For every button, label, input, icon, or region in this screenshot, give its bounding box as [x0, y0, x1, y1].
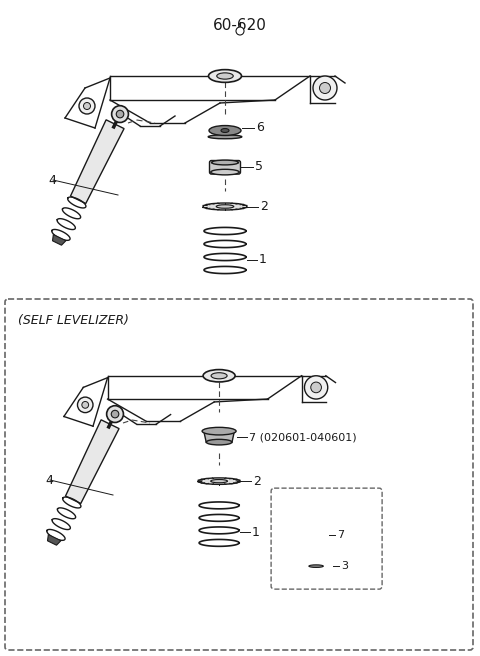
Ellipse shape	[209, 125, 241, 135]
Circle shape	[84, 102, 91, 110]
Circle shape	[320, 83, 331, 94]
Text: 4: 4	[48, 173, 56, 186]
Polygon shape	[52, 235, 66, 245]
Ellipse shape	[206, 440, 232, 445]
Circle shape	[82, 401, 89, 408]
Circle shape	[111, 410, 119, 418]
Polygon shape	[204, 431, 234, 442]
Text: 60-620: 60-620	[213, 18, 267, 33]
Ellipse shape	[305, 527, 327, 531]
Polygon shape	[71, 120, 124, 203]
FancyBboxPatch shape	[209, 161, 240, 174]
Text: 6: 6	[256, 121, 264, 134]
Ellipse shape	[203, 203, 247, 210]
Ellipse shape	[309, 565, 324, 567]
Ellipse shape	[211, 480, 228, 483]
Ellipse shape	[198, 478, 240, 484]
Polygon shape	[48, 535, 61, 545]
Circle shape	[107, 405, 123, 422]
FancyBboxPatch shape	[5, 299, 473, 650]
Circle shape	[311, 382, 322, 393]
FancyBboxPatch shape	[271, 488, 382, 589]
Ellipse shape	[211, 373, 227, 379]
Ellipse shape	[308, 535, 324, 538]
Ellipse shape	[212, 160, 239, 165]
Text: 2: 2	[260, 200, 268, 213]
Ellipse shape	[216, 205, 234, 208]
Text: 3: 3	[341, 561, 348, 571]
Ellipse shape	[203, 369, 235, 382]
Text: 1: 1	[259, 253, 267, 266]
Text: (040601-): (040601-)	[280, 501, 335, 511]
Circle shape	[304, 376, 328, 399]
Ellipse shape	[221, 129, 229, 133]
Circle shape	[116, 110, 124, 118]
Text: 4: 4	[45, 474, 53, 487]
Circle shape	[112, 106, 129, 123]
Ellipse shape	[211, 169, 239, 175]
Ellipse shape	[300, 564, 332, 569]
Text: 5: 5	[255, 160, 263, 173]
Polygon shape	[306, 529, 326, 537]
Ellipse shape	[202, 427, 236, 435]
Circle shape	[79, 98, 95, 114]
Ellipse shape	[208, 70, 241, 83]
Text: 7 (020601-040601): 7 (020601-040601)	[249, 432, 357, 442]
Circle shape	[236, 27, 244, 35]
Circle shape	[313, 76, 337, 100]
Ellipse shape	[208, 135, 242, 139]
Text: 7: 7	[337, 530, 344, 540]
Text: (SELF LEVELIZER): (SELF LEVELIZER)	[18, 314, 129, 327]
Text: 1: 1	[252, 525, 260, 539]
Polygon shape	[65, 420, 119, 504]
Ellipse shape	[217, 73, 233, 79]
Circle shape	[77, 397, 93, 413]
Text: 2: 2	[253, 475, 261, 487]
